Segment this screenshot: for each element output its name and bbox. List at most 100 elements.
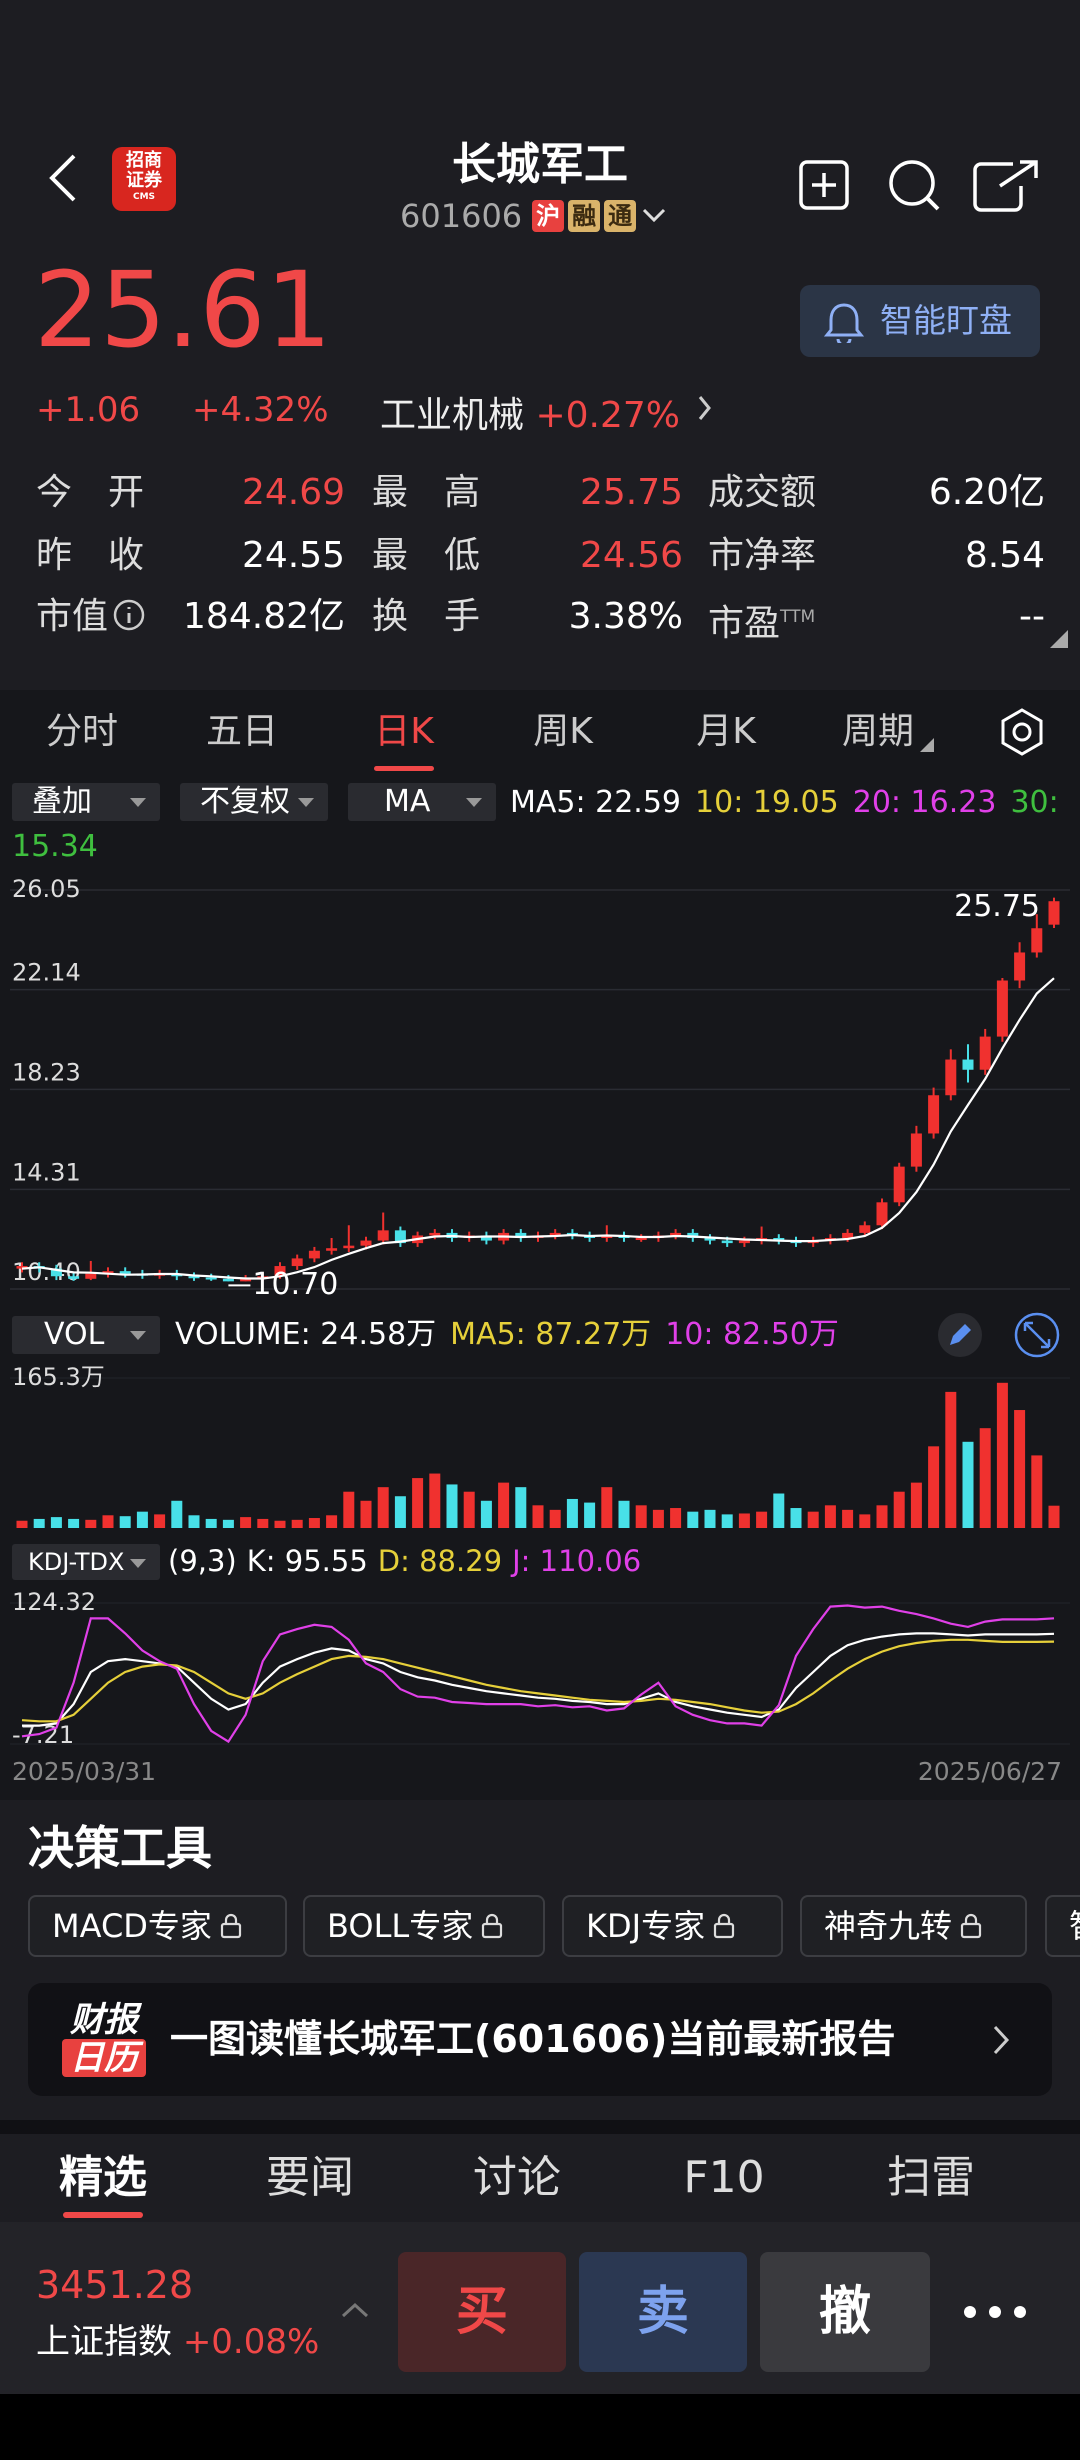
expand-corner[interactable] (1048, 628, 1070, 650)
volume-bar (979, 1428, 991, 1528)
cancel-button[interactable]: 撤 (760, 2252, 930, 2372)
candle-body (50, 1268, 62, 1277)
bottom-tab[interactable]: F10 (683, 2152, 765, 2203)
more-button[interactable] (960, 2300, 1030, 2324)
x-tick-label: 2025/06/27 (918, 1757, 1062, 1786)
candle-body (859, 1225, 871, 1233)
stat-label-text: 昨 收 (36, 535, 145, 576)
sector-name: 工业机械 (380, 395, 525, 436)
alert-button[interactable]: 智能盯盘 (800, 285, 1040, 357)
lock-body (220, 1922, 242, 1939)
index-row[interactable]: 上证指数 +0.08% (36, 2314, 319, 2363)
period-tab[interactable]: 分时 (45, 711, 118, 752)
stat-label: 最 低 (372, 532, 480, 580)
lock-shackle (224, 1913, 238, 1924)
legend-entry: MA5: 87.27万 (450, 1317, 652, 1352)
lock-shackle (964, 1913, 978, 1924)
line (21, 977, 1055, 1280)
stat-label-text: 市值 (36, 596, 109, 637)
overlay-dropdown[interactable]: 叠加 (12, 783, 160, 821)
index-change: +0.08% (182, 2322, 320, 2362)
badge: 融 (568, 200, 601, 232)
edit-button[interactable] (938, 1313, 982, 1357)
stat-label-text: 换 手 (372, 596, 481, 637)
volume-bar (687, 1511, 699, 1528)
search-button[interactable] (889, 160, 940, 211)
volume-bar (1048, 1505, 1060, 1528)
volume-bar (394, 1496, 406, 1528)
back-button[interactable] (40, 150, 90, 206)
kdj-dropdown[interactable]: KDJ-TDX (12, 1544, 160, 1580)
candle-body (601, 1235, 613, 1239)
stat-label: 昨 收 (36, 532, 144, 580)
chevron (698, 396, 711, 420)
volume-bar (859, 1514, 871, 1528)
bottom-tab[interactable]: 扫雷 (887, 2152, 975, 2203)
buy-button[interactable]: 买 (398, 2252, 566, 2372)
logo-text: 招商 (126, 150, 162, 171)
logo-text: 证券 (126, 170, 162, 191)
lock-body (713, 1922, 735, 1939)
volume-bar (171, 1500, 183, 1528)
tool-button[interactable]: MACD专家 (28, 1895, 287, 1957)
dropdown-chevron[interactable] (640, 206, 668, 226)
tool-button[interactable]: BOLL专家 (303, 1895, 545, 1957)
vol-dropdown[interactable]: VOL (12, 1316, 160, 1354)
adjust-dropdown[interactable]: 不复权 (180, 783, 328, 821)
expand-up[interactable] (340, 2300, 370, 2322)
volume-bar (842, 1509, 854, 1528)
charts: 26.0522.1418.2314.3110.4025.7510.70165.3… (10, 875, 1070, 1786)
period-tab[interactable]: 月K (696, 711, 756, 752)
tool-button[interactable]: KDJ专家 (562, 1895, 783, 1957)
period-tab[interactable]: 五日 (205, 711, 278, 752)
bottom-tab[interactable]: 讨论 (473, 2152, 561, 2203)
tool-button[interactable]: 神奇九转 (800, 1895, 1027, 1957)
volume-bar (549, 1509, 561, 1528)
period-tab[interactable]: 日K (374, 711, 434, 752)
bottom-tab[interactable]: 要闻 (266, 2152, 354, 2203)
info-icon[interactable] (112, 598, 146, 632)
report-banner[interactable]: 财报 日历 一图读懂长城军工(601606)当前最新报告 (28, 1983, 1052, 2096)
period-tab[interactable]: 周期 (841, 711, 914, 752)
fullscreen-button[interactable] (1014, 1312, 1060, 1358)
period-tab[interactable]: 周K (533, 711, 593, 752)
volume-bar (566, 1498, 578, 1528)
volume-bar (205, 1518, 217, 1528)
add-button[interactable] (799, 160, 849, 210)
tool-button[interactable]: 智 (1045, 1895, 1080, 1957)
volume-bar (515, 1487, 527, 1528)
candle-body (928, 1095, 940, 1134)
candle-body (102, 1271, 114, 1274)
lock-icon (713, 1913, 735, 1939)
legend-entry: 30: 15.34 (12, 785, 1059, 864)
stat-value: 24.55 (241, 535, 345, 576)
stat-value: 24.69 (241, 472, 345, 513)
alert-text: 智能盯盘 (880, 301, 1012, 340)
indicator-dropdown[interactable]: MA (348, 783, 496, 821)
volume-bar (824, 1505, 836, 1528)
volume-bar (68, 1518, 80, 1528)
volume-bar (1014, 1410, 1026, 1528)
candle-body (704, 1238, 716, 1241)
candle-body (1048, 901, 1060, 925)
stat-value: -- (1019, 596, 1045, 637)
header-icons (799, 160, 1038, 212)
bottom-tab[interactable]: 精选 (59, 2152, 147, 2203)
candle-body (205, 1277, 217, 1280)
stock-code: 601606 (400, 197, 523, 235)
lock-shackle (486, 1913, 499, 1924)
share-button[interactable] (973, 160, 1038, 212)
candle-body (326, 1248, 338, 1251)
y-tick-label: 18.23 (12, 1058, 81, 1086)
y-tick-label: 165.3万 (12, 1363, 105, 1391)
sector[interactable]: 工业机械 +0.27% (380, 386, 680, 438)
sell-button[interactable]: 卖 (579, 2252, 747, 2372)
tool-text: 智 (1069, 1907, 1080, 1945)
stat-label: 市净率 (708, 532, 816, 580)
volume-bar (773, 1493, 785, 1528)
tool-text: BOLL专家 (327, 1907, 474, 1945)
candle-body (394, 1230, 406, 1244)
y-tick-label: 22.14 (12, 959, 81, 987)
stat-label: 成交额 (708, 469, 816, 517)
settings-button[interactable] (998, 707, 1046, 757)
